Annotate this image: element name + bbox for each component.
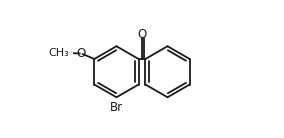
Text: O: O — [137, 28, 147, 41]
Text: O: O — [77, 47, 86, 60]
Text: CH₃: CH₃ — [49, 48, 70, 58]
Text: Br: Br — [110, 101, 123, 114]
